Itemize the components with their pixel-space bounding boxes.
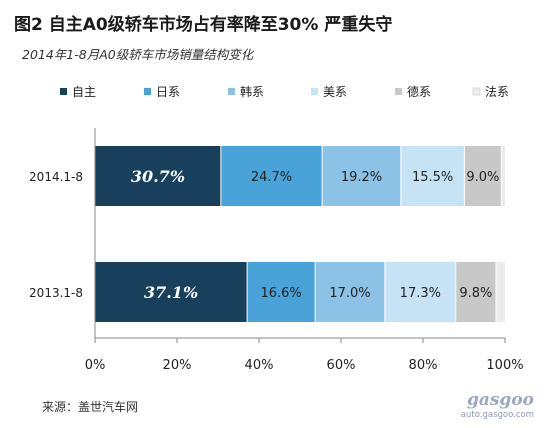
- bar-segment-1-4: [400, 146, 465, 206]
- x-tick-label-1: 0%: [85, 358, 106, 373]
- legend-swatch-2: [144, 88, 151, 95]
- x-tick-label-5: 80%: [409, 358, 438, 373]
- chart-title: 图2 自主A0级轿车市场占有率降至30% 严重失守: [14, 15, 393, 35]
- x-tick-label-4: 60%: [327, 358, 356, 373]
- legend-label-4: 美系: [323, 85, 347, 99]
- bar-segment-1-5: [464, 146, 502, 206]
- x-tick-label-3: 40%: [245, 358, 274, 373]
- legend-label-2: 日系: [156, 85, 180, 99]
- legend-swatch-3: [228, 88, 235, 95]
- data-label-1-4: 15.5%: [412, 170, 453, 185]
- bar-segment-1-6: [501, 146, 505, 206]
- x-tick-label-6: 100%: [486, 358, 523, 373]
- data-label-2-5: 9.8%: [459, 286, 492, 301]
- legend-swatch-4: [311, 88, 318, 95]
- legend-label-5: 德系: [407, 84, 431, 99]
- legend-swatch-5: [395, 88, 402, 95]
- watermark-url: auto.gasgoo.com: [460, 410, 534, 420]
- category-label-1: 2014.1-8: [29, 170, 83, 184]
- gasgoo-watermark-logo: gasgoo auto.gasgoo.com: [440, 384, 540, 424]
- source-note: 来源：盖世汽车网: [42, 400, 139, 414]
- data-label-1-1: 30.7%: [131, 167, 185, 186]
- watermark-brand: gasgoo: [466, 390, 534, 410]
- bar-segment-2-6: [495, 262, 505, 322]
- data-label-1-5: 9.0%: [466, 170, 499, 185]
- bar-segment-2-3: [315, 262, 385, 322]
- legend-label-1: 自主: [72, 85, 96, 99]
- legend-label-6: 法系: [485, 85, 509, 99]
- legend-swatch-6: [472, 87, 481, 96]
- data-label-2-3: 17.0%: [329, 286, 370, 301]
- bar-segment-2-2: [247, 262, 316, 322]
- bar-segment-1-1: [95, 146, 221, 206]
- data-label-2-1: 37.1%: [144, 283, 198, 302]
- bar-segment-2-4: [384, 262, 456, 322]
- data-label-2-2: 16.6%: [260, 286, 301, 301]
- bar-segment-2-5: [455, 262, 496, 322]
- legend-swatch-1: [60, 88, 67, 95]
- data-label-1-3: 19.2%: [341, 170, 382, 185]
- chart-subtitle: 2014年1-8月A0级轿车市场销量结构变化: [22, 47, 254, 62]
- x-tick-label-2: 20%: [163, 358, 192, 373]
- data-label-1-2: 24.7%: [251, 170, 292, 185]
- category-label-2: 2013.1-8: [29, 286, 83, 300]
- bar-segment-1-3: [322, 146, 401, 206]
- data-label-2-4: 17.3%: [400, 286, 441, 301]
- bar-segment-2-1: [95, 262, 248, 322]
- bar-segment-1-2: [220, 146, 323, 206]
- legend-label-3: 韩系: [240, 84, 264, 99]
